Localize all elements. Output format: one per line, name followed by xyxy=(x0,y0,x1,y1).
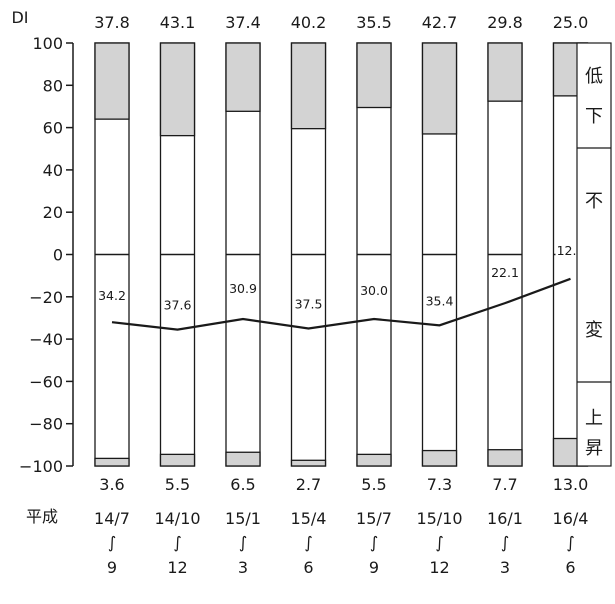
category-range-mark: ∫ xyxy=(501,533,509,552)
rise-value-label: 3.6 xyxy=(99,475,124,494)
rise-value-label: 7.7 xyxy=(492,475,517,494)
bar-decline-segment xyxy=(487,42,523,102)
bar-rise-segment xyxy=(356,453,392,467)
di-value-label: 25.0 xyxy=(553,13,589,32)
category-end-label: 9 xyxy=(107,558,117,577)
di-value-label: 40.2 xyxy=(291,13,327,32)
category-start-label: 15/4 xyxy=(291,509,327,528)
line-value-label: 37.6 xyxy=(164,298,192,313)
bar-rise-segment xyxy=(159,453,196,467)
y-tick-label: −80 xyxy=(29,415,63,434)
line-label-bg xyxy=(293,296,324,312)
bar-decline-segment xyxy=(356,42,392,109)
category-range-mark: ∫ xyxy=(239,533,247,552)
bar-decline-segment xyxy=(225,42,261,112)
di-value-label: 43.1 xyxy=(160,13,196,32)
category-end-label: 12 xyxy=(167,558,187,577)
category-end-label: 6 xyxy=(565,558,575,577)
y-tick-label: 100 xyxy=(32,34,63,53)
side-legend-char: 低 xyxy=(585,66,603,87)
line-label-bg xyxy=(97,288,127,304)
bar-decline-segment xyxy=(159,42,196,137)
bar-decline-segment xyxy=(94,42,130,120)
category-start-label: 15/1 xyxy=(225,509,261,528)
category-end-label: 12 xyxy=(429,558,449,577)
y-tick-label: 20 xyxy=(43,203,63,222)
y-tick-label: −100 xyxy=(19,457,63,476)
rise-value-label: 13.0 xyxy=(553,475,589,494)
y-tick-label: 40 xyxy=(43,161,63,180)
category-start-label: 14/10 xyxy=(154,509,200,528)
rise-value-label: 7.3 xyxy=(427,475,452,494)
line-value-label: 22.1 xyxy=(491,265,519,280)
side-legend-box xyxy=(576,42,612,467)
category-range-mark: ∫ xyxy=(173,533,181,552)
y-tick-label: −20 xyxy=(29,288,63,307)
line-label-bg xyxy=(490,265,520,281)
category-end-label: 9 xyxy=(369,558,379,577)
line-value-label: 30.0 xyxy=(360,283,388,298)
di-header-label: DI xyxy=(11,8,28,27)
line-label-bg xyxy=(424,293,455,309)
side-legend-char: 不 xyxy=(585,191,603,212)
category-range-mark: ∫ xyxy=(304,533,312,552)
line-value-label: 30.9 xyxy=(229,281,257,296)
line-value-label: 35.4 xyxy=(426,293,454,308)
side-legend-char: 上 xyxy=(585,408,603,429)
bar-rise-segment xyxy=(225,451,261,467)
di-value-label: 37.8 xyxy=(94,13,130,32)
line-label-bg xyxy=(228,281,258,297)
plot-area: 100 80 60 40 20 0 −20 −40 −60 −80 −100 37.8 3.6 14/7 ∫… xyxy=(19,13,612,577)
y-tick-label: −60 xyxy=(29,372,63,391)
category-range-mark: ∫ xyxy=(108,533,116,552)
rise-value-label: 2.7 xyxy=(296,475,321,494)
rise-value-label: 5.5 xyxy=(361,475,386,494)
era-label: 平成 xyxy=(26,507,58,526)
bar-decline-segment xyxy=(290,42,327,130)
line-value-label: 37.5 xyxy=(295,297,323,312)
bar-rise-segment xyxy=(290,459,327,467)
category-start-label: 16/4 xyxy=(553,509,589,528)
category-start-label: 14/7 xyxy=(94,509,130,528)
category-range-mark: ∫ xyxy=(435,533,443,552)
side-legend-char: 変 xyxy=(585,320,603,341)
line-series xyxy=(111,277,571,331)
y-tick-label: 80 xyxy=(43,76,63,95)
line-label-bg xyxy=(359,283,389,299)
di-value-label: 35.5 xyxy=(356,13,392,32)
bar-rise-segment xyxy=(421,449,458,467)
rise-value-label: 5.5 xyxy=(165,475,190,494)
category-end-label: 3 xyxy=(500,558,510,577)
rise-value-label: 6.5 xyxy=(230,475,255,494)
category-end-label: 3 xyxy=(238,558,248,577)
di-value-label: 29.8 xyxy=(487,13,523,32)
side-legend-char: 昇 xyxy=(585,438,603,459)
y-tick-label: 0 xyxy=(53,246,63,265)
bar-rise-segment xyxy=(94,457,130,467)
di-value-label: 37.4 xyxy=(225,13,261,32)
di-value-label: 42.7 xyxy=(422,13,458,32)
y-tick-label: −40 xyxy=(29,330,63,349)
category-range-mark: ∫ xyxy=(566,533,574,552)
category-end-label: 6 xyxy=(303,558,313,577)
category-range-mark: ∫ xyxy=(370,533,378,552)
line-label-bg xyxy=(162,297,193,313)
bar-rise-segment xyxy=(487,449,523,467)
line-value-label: 34.2 xyxy=(98,288,126,303)
category-start-label: 16/1 xyxy=(487,509,523,528)
category-start-label: 15/7 xyxy=(356,509,392,528)
y-tick-label: 60 xyxy=(43,119,63,138)
bar-decline-segment xyxy=(421,42,458,135)
side-legend-char: 下 xyxy=(585,106,603,127)
category-start-label: 15/10 xyxy=(416,509,462,528)
